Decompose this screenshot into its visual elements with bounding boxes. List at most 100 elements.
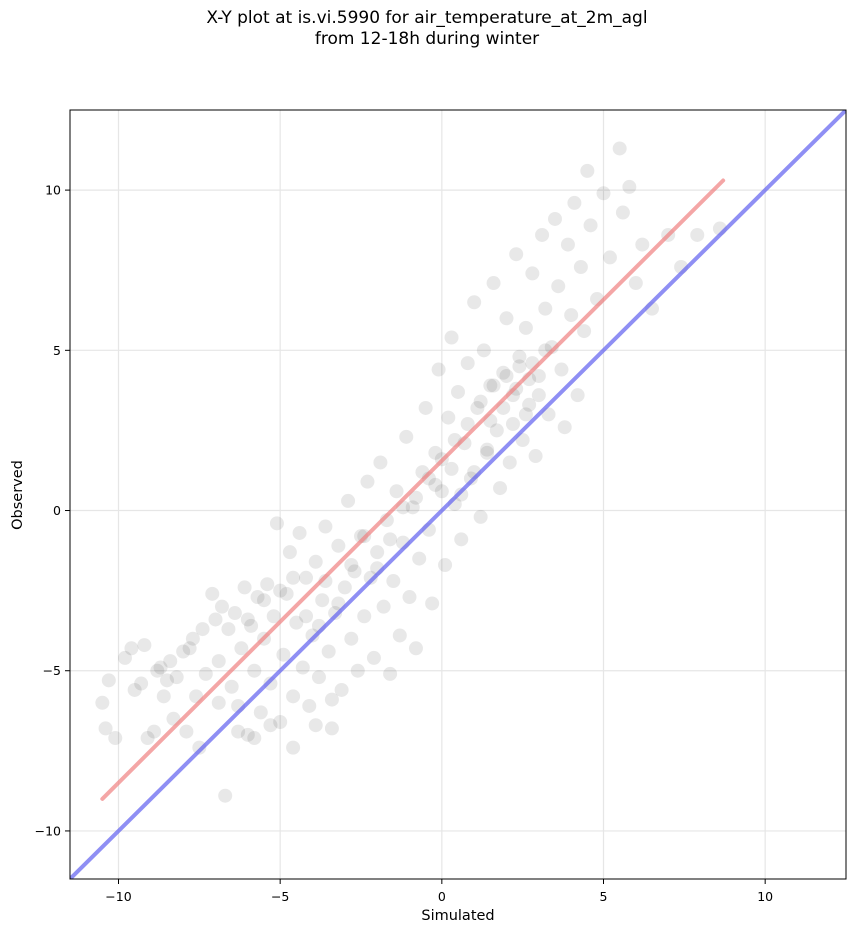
data-point xyxy=(214,599,229,614)
data-point xyxy=(211,695,226,710)
data-point xyxy=(347,564,362,579)
data-point xyxy=(117,650,132,665)
data-point xyxy=(363,570,378,585)
data-point xyxy=(302,698,317,713)
x-tick-label: −10 xyxy=(105,889,131,904)
data-point xyxy=(573,260,588,275)
data-point xyxy=(286,689,301,704)
data-point xyxy=(612,141,627,156)
data-point xyxy=(486,378,501,393)
y-tick-label: −10 xyxy=(35,823,61,838)
chart-title-line-1: X-Y plot at is.vi.5990 for air_temperatu… xyxy=(206,8,648,28)
data-point xyxy=(247,663,262,678)
data-point xyxy=(480,442,495,457)
data-point xyxy=(628,276,643,291)
data-point xyxy=(227,606,242,621)
data-point xyxy=(376,599,391,614)
data-point xyxy=(564,308,579,323)
data-point xyxy=(279,586,294,601)
data-point xyxy=(318,519,333,534)
data-point xyxy=(289,615,304,630)
data-point xyxy=(567,195,582,210)
data-point xyxy=(489,423,504,438)
data-point xyxy=(512,359,527,374)
data-point xyxy=(137,638,152,653)
data-point xyxy=(341,493,356,508)
data-point xyxy=(234,641,249,656)
data-point xyxy=(237,580,252,595)
data-point xyxy=(247,731,262,746)
data-point xyxy=(266,609,281,624)
data-point xyxy=(315,593,330,608)
data-point xyxy=(389,484,404,499)
data-point xyxy=(392,628,407,643)
data-point xyxy=(522,397,537,412)
plot-frame xyxy=(69,109,847,880)
data-point xyxy=(460,356,475,371)
data-point xyxy=(399,429,414,444)
data-point xyxy=(150,663,165,678)
data-point xyxy=(431,362,446,377)
data-point xyxy=(331,538,346,553)
data-point xyxy=(218,788,233,803)
data-point xyxy=(425,596,440,611)
data-point xyxy=(460,417,475,432)
data-point xyxy=(463,471,478,486)
data-point xyxy=(434,484,449,499)
data-point xyxy=(124,641,139,656)
data-point xyxy=(418,400,433,415)
data-point xyxy=(260,577,275,592)
data-point xyxy=(512,349,527,364)
data-point xyxy=(163,654,178,669)
data-point xyxy=(580,163,595,178)
data-point xyxy=(483,378,498,393)
data-point xyxy=(531,368,546,383)
data-point xyxy=(269,516,284,531)
data-point xyxy=(622,179,637,194)
data-point xyxy=(408,490,423,505)
data-point xyxy=(311,670,326,685)
data-point xyxy=(308,554,323,569)
data-point xyxy=(518,407,533,422)
data-point xyxy=(557,420,572,435)
data-point xyxy=(470,400,485,415)
data-point xyxy=(250,590,265,605)
data-point xyxy=(528,449,543,464)
data-point xyxy=(231,724,246,739)
data-point xyxy=(454,532,469,547)
data-point xyxy=(428,445,443,460)
data-point xyxy=(428,477,443,492)
data-point xyxy=(140,731,155,746)
data-point xyxy=(169,670,184,685)
y-axis-ticks: −10 −5 0 5 10 xyxy=(35,183,70,838)
x-tick-label: −5 xyxy=(271,889,289,904)
x-tick-label: 10 xyxy=(757,889,773,904)
data-point xyxy=(160,673,174,688)
data-point xyxy=(205,586,220,601)
data-point xyxy=(101,673,116,688)
data-point xyxy=(221,622,236,637)
data-point xyxy=(509,247,524,262)
data-point xyxy=(405,500,420,515)
data-point xyxy=(257,593,271,608)
data-point xyxy=(615,205,630,220)
data-point xyxy=(286,740,301,755)
data-point xyxy=(493,481,508,496)
data-point xyxy=(454,487,469,502)
data-point xyxy=(473,394,488,409)
fit-line xyxy=(100,178,726,801)
data-point xyxy=(570,388,585,403)
y-tick-label: 0 xyxy=(53,503,61,518)
data-point xyxy=(253,705,268,720)
data-point xyxy=(286,570,301,585)
data-point xyxy=(185,631,200,646)
data-point xyxy=(383,532,398,547)
data-point xyxy=(182,641,197,656)
data-point xyxy=(518,320,533,335)
data-point xyxy=(195,622,210,637)
data-point xyxy=(127,682,142,697)
data-point xyxy=(211,654,226,669)
x-axis-ticks: −10 −5 0 5 10 xyxy=(105,879,773,904)
data-point xyxy=(240,612,255,627)
x-axis-label: Simulated xyxy=(421,908,494,924)
